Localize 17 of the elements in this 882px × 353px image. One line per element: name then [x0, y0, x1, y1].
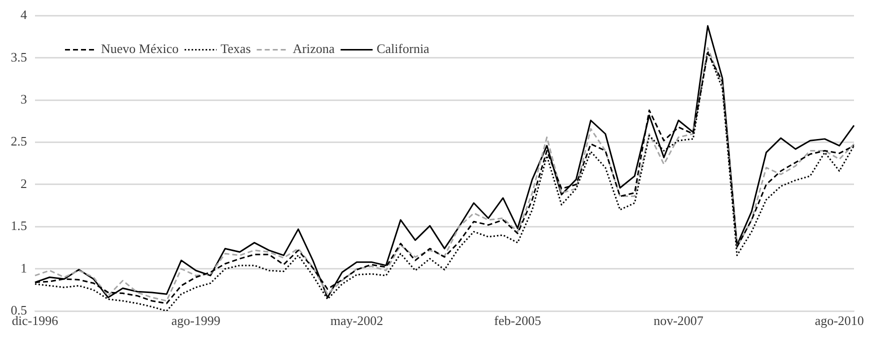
x-tick-label: feb-2005 [494, 313, 542, 328]
x-tick-label: may-2002 [330, 313, 384, 328]
legend-label: Nuevo México [101, 41, 179, 56]
y-tick-label: 2.5 [10, 134, 27, 149]
y-tick-label: 4 [20, 7, 28, 22]
legend-label: Arizona [292, 41, 335, 56]
legend-label: Texas [220, 41, 251, 56]
y-tick-label: 1.5 [10, 218, 27, 234]
x-tick-label: ago-1999 [171, 313, 220, 328]
y-tick-label: 2 [20, 176, 27, 191]
y-tick-label: 0.5 [10, 302, 27, 318]
y-tick-label: 3.5 [10, 49, 27, 64]
x-tick-label: nov-2007 [654, 313, 704, 328]
y-tick-label: 3 [20, 92, 27, 107]
x-tick-label: ago-2010 [814, 313, 864, 328]
y-tick-label: 1 [20, 260, 27, 276]
legend-label: California [376, 41, 430, 56]
